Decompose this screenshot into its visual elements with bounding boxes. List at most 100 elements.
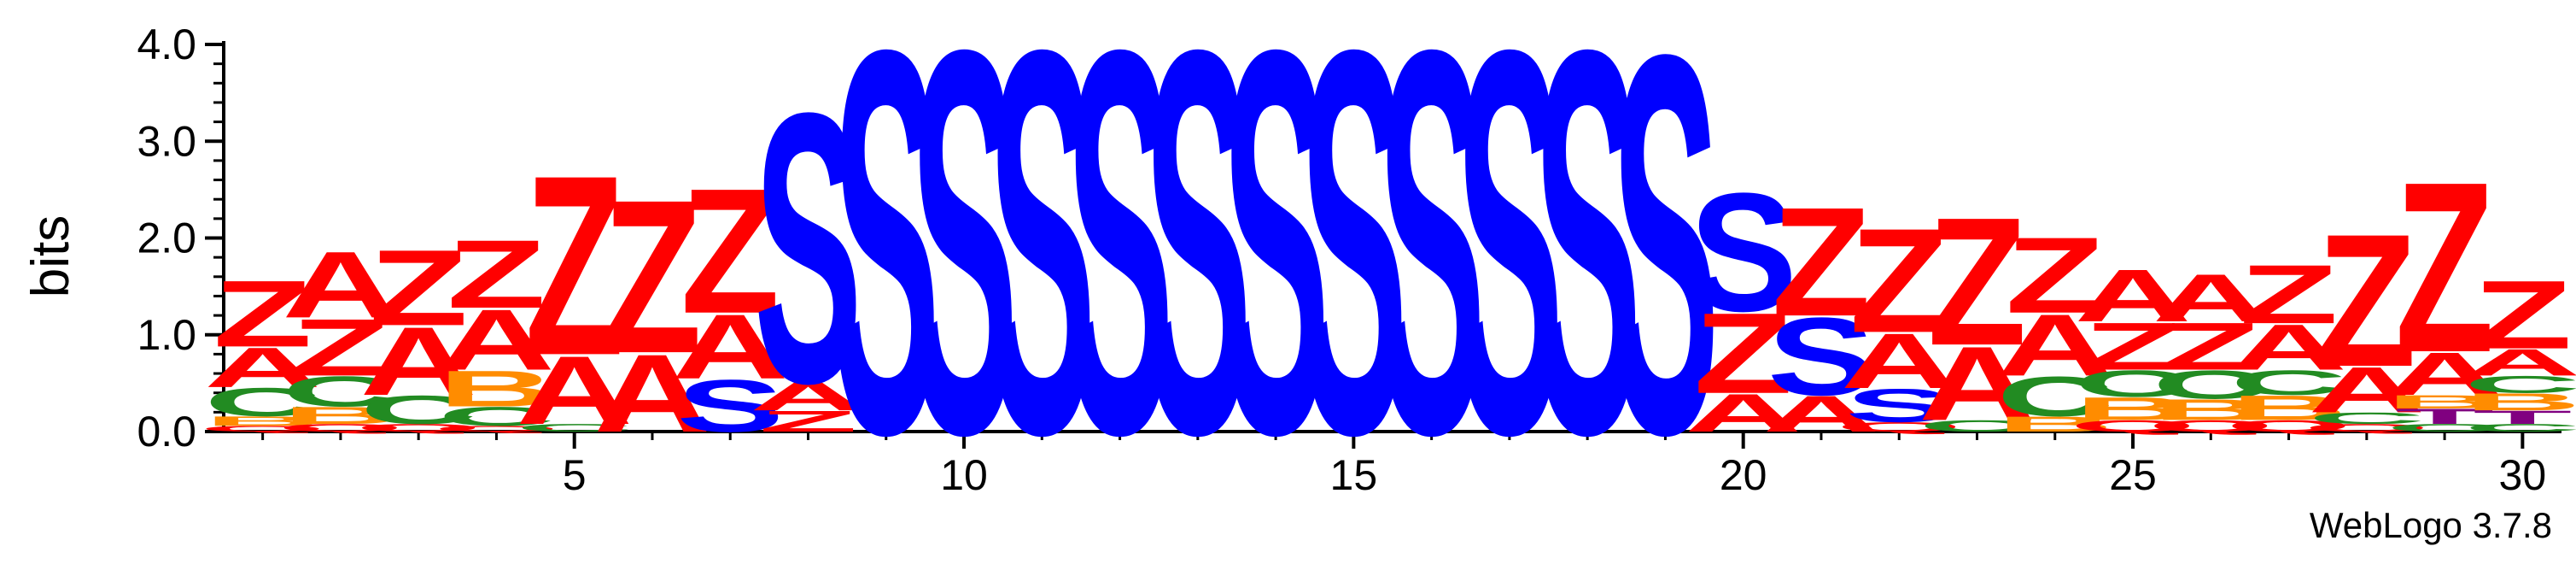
logo-letter-Z: Z	[291, 302, 390, 392]
logo-letter-A: A	[1841, 317, 1958, 405]
logo-letter-S: S	[1300, 0, 1408, 549]
logo-letter-S: S	[1222, 0, 1330, 549]
logo-column-12: S	[1066, 0, 1174, 549]
logo-letter-A: A	[1919, 325, 2036, 443]
logo-letter-Z: Z	[213, 261, 313, 367]
logo-letter-C: C	[1919, 417, 2036, 435]
logo-letter-B: B	[1996, 412, 2113, 436]
logo-letter-A: A	[2386, 340, 2503, 408]
logo-column-14: S	[1222, 0, 1330, 549]
logo-letter-A: A	[2230, 311, 2347, 384]
x-tick-label: 25	[2109, 451, 2157, 499]
logo-letter-S: S	[1845, 379, 1954, 432]
logo-letter-A: A	[1762, 385, 1879, 442]
logo-column-21: ASZ	[1762, 176, 1879, 443]
logo-letter-A: A	[2464, 342, 2576, 384]
logo-letter-S: S	[988, 0, 1096, 549]
logo-letter-Z: Z	[369, 228, 468, 349]
logo-letter-C: C	[282, 367, 399, 415]
logo-letter-Q: Q	[355, 422, 482, 434]
weblogo-credit: WebLogo 3.7.8	[2309, 505, 2552, 545]
logo-letter-Z: Z	[525, 122, 624, 409]
logo-letter-A: A	[1685, 383, 1802, 444]
logo-letter-Q: Q	[200, 424, 326, 433]
logo-letter-B: B	[204, 414, 321, 429]
logo-letter-Z: Z	[2473, 261, 2572, 369]
logo-letter-A: A	[2153, 260, 2269, 336]
logo-column-6: AZ	[593, 154, 710, 455]
logo-letter-C: C	[2464, 371, 2576, 398]
logo-letter-S: S	[910, 0, 1019, 549]
logo-letter-Q: Q	[2304, 422, 2430, 434]
logo-column-23: CAZ	[1919, 179, 2036, 443]
logo-letter-B: B	[2464, 388, 2576, 415]
logo-letter-C: C	[2230, 363, 2347, 403]
logo-letter-Z: Z	[681, 151, 780, 350]
logo-column-19: S	[1611, 0, 1720, 546]
logo-letter-S: S	[1689, 158, 1797, 347]
logo-letter-Z: Z	[1694, 289, 1793, 417]
logo-letter-S: S	[1066, 0, 1174, 549]
logo-column-20: AZS	[1685, 158, 1802, 444]
logo-letter-B: B	[2074, 391, 2191, 426]
logo-column-17: S	[1456, 0, 1564, 549]
y-tick-label: 3.0	[137, 117, 196, 165]
logo-letter-C: C	[1996, 365, 2113, 428]
logo-letter-C: C	[516, 422, 633, 434]
logo-letter-Z: Z	[447, 220, 546, 329]
logo-column-15: S	[1300, 0, 1408, 549]
logo-letter-A: A	[204, 336, 321, 399]
logo-letter-A: A	[750, 374, 867, 420]
logo-letter-Z: Z	[603, 154, 702, 398]
logo-letter-S: S	[676, 365, 785, 448]
logo-letter-A: A	[672, 295, 789, 398]
logo-letter-Q: Q	[2147, 417, 2274, 435]
logo-letter-C: C	[2153, 362, 2269, 408]
logo-letter-Z: Z	[2006, 215, 2105, 336]
logo-letter-S: S	[1767, 296, 1876, 419]
logo-letter-A: A	[593, 332, 710, 455]
logo-column-16: S	[1377, 0, 1486, 549]
logo-letter-C: C	[2464, 422, 2576, 434]
logo-letter-C: C	[2386, 422, 2503, 434]
x-tick-label: 10	[940, 451, 988, 499]
logo-letter-A: A	[2074, 255, 2191, 338]
y-axis: 0.0 1.0 2.0 3.0 4.0	[137, 21, 225, 455]
logo-letter-S: S	[1533, 0, 1642, 549]
y-tick-label: 1.0	[137, 311, 196, 359]
logo-letter-Z: Z	[2395, 132, 2494, 404]
logo-letter-Q: Q	[2070, 417, 2196, 435]
logo-letter-B: B	[2230, 389, 2347, 428]
logo-column-18: S	[1533, 0, 1642, 549]
logo-letter-T: T	[2473, 407, 2572, 428]
logo-letter-B: B	[2386, 391, 2503, 413]
logo-letter-S: S	[1143, 0, 1252, 549]
logo-letter-Z: Z	[2240, 248, 2339, 342]
x-axis: 5 10 15 20 25 30	[224, 430, 2561, 499]
logo-column-5: CAZ	[516, 122, 633, 445]
logo-letter-A: A	[438, 291, 555, 388]
logo-letter-C: C	[438, 402, 555, 432]
logo-column-7: SAZ	[672, 151, 789, 447]
logo-letter-S: S	[1611, 0, 1720, 546]
logo-letter-A: A	[516, 336, 633, 444]
logo-letter-C: C	[2308, 409, 2425, 427]
logo-letter-Z: Z	[2317, 194, 2416, 406]
logo-letter-B: B	[282, 402, 399, 429]
logo-letter-S: S	[1377, 0, 1486, 549]
logo-column-13: S	[1143, 0, 1252, 549]
logo-letter-Z: Z	[758, 404, 857, 438]
logo-column-9: S	[832, 0, 940, 549]
logo-letter-A: A	[282, 232, 399, 338]
x-tick-label: 30	[2499, 451, 2547, 499]
